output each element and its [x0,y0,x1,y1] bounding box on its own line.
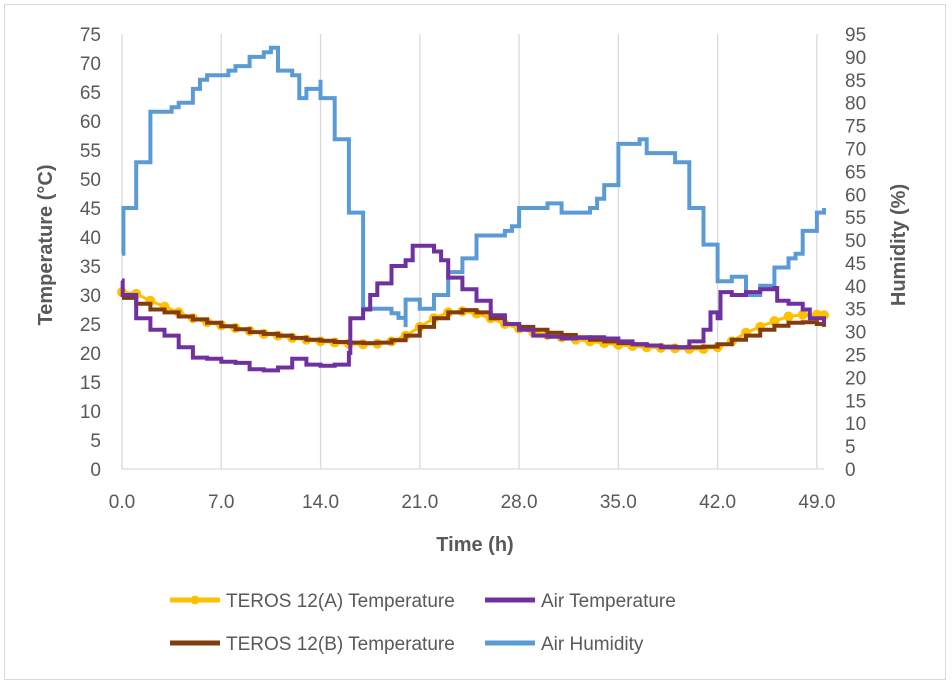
gridlines [121,34,824,470]
y-left-tick-label: 0 [90,460,101,481]
y-left-tick-label: 75 [80,25,101,46]
y-left-tick-label: 35 [80,257,101,278]
y-left-tick-label: 20 [80,344,101,365]
series-line-air-temperature [120,243,826,373]
x-tick-label: 28.0 [501,492,538,513]
x-tick-label: 49.0 [798,492,835,513]
data-point-teros-12-a-temperature-46 [769,316,780,327]
legend-label-air-humidity: Air Humidity [541,634,644,655]
y-right-tick-label: 55 [845,208,866,229]
legend-marker-teros-a [190,595,200,605]
legend-item-air-humidity: Air Humidity [485,634,644,655]
y-left-tick-label: 50 [80,170,101,191]
legend-label-air-temperature: Air Temperature [541,591,676,612]
y-right-tick-label: 95 [845,25,866,46]
y-right-tick-label: 90 [845,48,866,69]
y-left-tick-label: 40 [80,228,101,249]
x-tick-label: 21.0 [401,492,438,513]
legend-label-teros-b: TEROS 12(B) Temperature [226,634,455,655]
x-tick-label: 0.0 [109,492,135,513]
y-right-tick-label: 0 [845,460,856,481]
y-left-tick-label: 10 [80,402,101,423]
y-right-tick-label: 80 [845,94,866,115]
series-line-air-humidity [121,45,826,328]
y-right-tick-label: 65 [845,162,866,183]
x-tick-label: 7.0 [208,492,234,513]
y-right-tick-label: 20 [845,368,866,389]
y-left-tick-label: 25 [80,315,101,336]
data-point-teros-12-a-temperature-48 [797,309,808,320]
y-left-tick-label: 65 [80,83,101,104]
y-left-tick-label: 15 [80,373,101,394]
legend-item-teros-b: TEROS 12(B) Temperature [170,634,455,655]
y-left-axis-title: Temperature (°C) [35,165,57,326]
y-left-tick-labels: 0 5 10 15 20 25 30 35 40 45 50 55 60 65 70 75 [80,25,101,481]
series-line-teros-12-b-temperature [122,295,826,350]
x-tick-label: 42.0 [699,492,736,513]
y-left-tick-label: 5 [90,431,101,452]
legend-item-teros-a: TEROS 12(A) Temperature [170,591,455,612]
data-point-teros-12-a-temperature-47 [783,311,794,322]
y-right-tick-label: 25 [845,346,866,367]
y-right-tick-label: 60 [845,185,866,206]
y-left-tick-label: 60 [80,112,101,133]
y-left-tick-label: 70 [80,54,101,75]
x-axis-title: Time (h) [436,534,513,556]
x-tick-labels: 0.0 7.0 14.0 21.0 28.0 35.0 42.0 49.0 [109,492,836,513]
x-tick-label: 14.0 [302,492,339,513]
y-right-tick-label: 15 [845,391,866,412]
y-right-axis-title: Humidity (%) [888,184,910,306]
y-left-tick-label: 30 [80,286,101,307]
y-right-tick-label: 85 [845,71,866,92]
series-layer [117,45,829,373]
x-tick-label: 35.0 [600,492,637,513]
y-left-tick-label: 45 [80,199,101,220]
legend-label-teros-a: TEROS 12(A) Temperature [226,591,455,612]
y-right-tick-label: 45 [845,254,866,275]
y-right-tick-label: 35 [845,300,866,321]
y-right-tick-label: 10 [845,414,866,435]
y-left-tick-label: 55 [80,141,101,162]
y-right-tick-label: 75 [845,117,866,138]
y-right-tick-label: 50 [845,231,866,252]
legend-item-air-temperature: Air Temperature [485,591,676,612]
chart-frame [4,4,946,680]
y-right-tick-label: 30 [845,323,866,344]
y-right-tick-label: 40 [845,277,866,298]
y-right-tick-label: 5 [845,437,856,458]
y-right-tick-label: 70 [845,139,866,160]
legend: TEROS 12(A) Temperature Air Temperature … [170,591,676,655]
